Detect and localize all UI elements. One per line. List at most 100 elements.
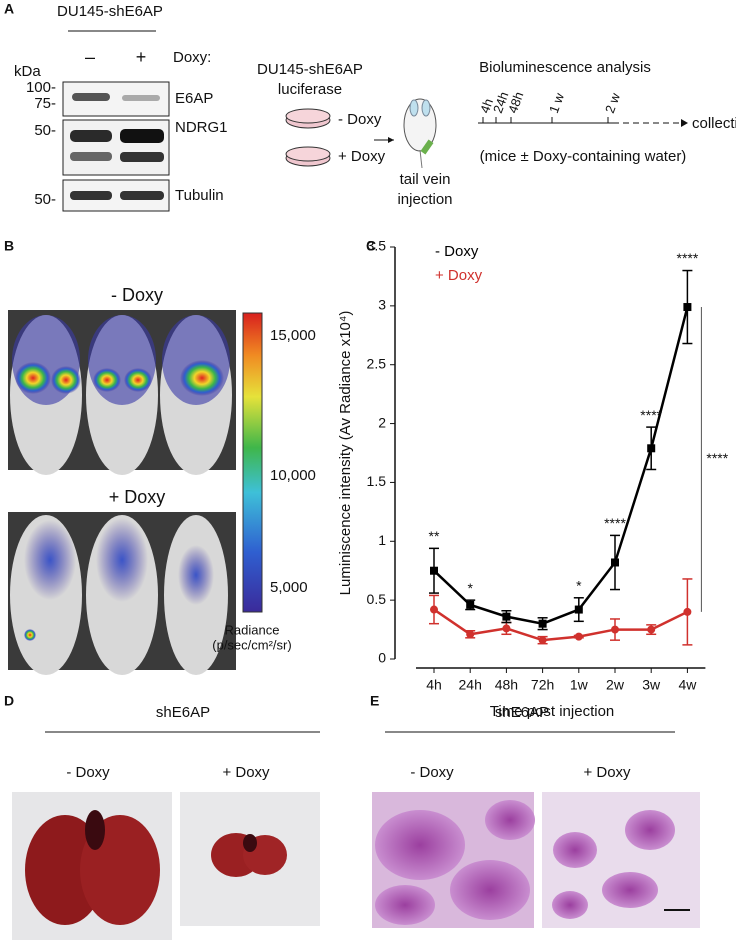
histology-image-part bbox=[625, 810, 675, 850]
data-point bbox=[430, 566, 438, 575]
culture-dish-part bbox=[285, 146, 331, 162]
blot-label: NDRG1 bbox=[175, 119, 228, 136]
blot-label: E6AP bbox=[175, 90, 213, 107]
bioluminescence-image bbox=[8, 310, 236, 475]
western-blot-part bbox=[72, 93, 110, 101]
significance-label: * bbox=[576, 577, 582, 593]
histology-image bbox=[542, 792, 700, 928]
western-blot-part bbox=[120, 191, 164, 200]
data-point bbox=[538, 636, 547, 645]
schematic-label: (mice ± Doxy-containing water) bbox=[480, 148, 687, 165]
lung-photo-part bbox=[25, 815, 105, 925]
y-axis-label: Luminiscence intensity (Av Radiance x10⁴… bbox=[337, 311, 354, 596]
x-tick-label: 4h bbox=[426, 677, 442, 693]
culture-dish-part bbox=[285, 108, 331, 124]
data-point bbox=[574, 632, 583, 641]
legend-label: + Doxy bbox=[435, 267, 483, 284]
data-point bbox=[611, 625, 619, 634]
cell-line: DU145-shE6AP bbox=[57, 3, 163, 20]
lane-label: + bbox=[136, 47, 147, 67]
timepoint-label: 4h bbox=[477, 96, 496, 115]
blot-label: Tubulin bbox=[175, 187, 224, 204]
y-tick-label: 3 bbox=[378, 297, 386, 313]
lung-photo-part bbox=[85, 810, 105, 850]
y-tick-label: 3.5 bbox=[367, 238, 387, 254]
mouse-icon-part bbox=[420, 139, 434, 155]
timepoint-label: 2 w bbox=[602, 90, 623, 115]
y-tick-label: 0 bbox=[378, 650, 386, 666]
data-point bbox=[647, 625, 656, 634]
series-line bbox=[433, 608, 688, 642]
schematic-label: DU145-shE6AP bbox=[257, 61, 363, 78]
bioluminescence-image-part bbox=[124, 368, 152, 392]
mouse-icon bbox=[374, 98, 437, 169]
western-blot-part bbox=[62, 119, 170, 176]
panel-label: C bbox=[366, 238, 376, 254]
western-blot-part bbox=[122, 95, 160, 101]
treatment-label: Doxy: bbox=[173, 49, 211, 66]
x-tick-label: 48h bbox=[495, 677, 518, 693]
marker-label: 50- bbox=[34, 191, 56, 208]
panel-title: shE6AP bbox=[495, 704, 549, 721]
timepoint-label: 48h bbox=[505, 90, 527, 116]
bioluminescence-image-part bbox=[180, 360, 224, 396]
data-point bbox=[466, 630, 475, 639]
colorbar-label: 10,000 bbox=[270, 467, 316, 484]
western-blot-part bbox=[120, 129, 164, 143]
marker-label: 100- bbox=[26, 79, 56, 96]
group-label: - Doxy bbox=[111, 285, 163, 305]
bioluminescence-image-part bbox=[88, 315, 156, 405]
x-tick-label: 3w bbox=[642, 677, 661, 693]
schematic-label: tail vein bbox=[400, 171, 451, 188]
histology-image-part bbox=[450, 860, 530, 920]
timepoint-label: 24h bbox=[490, 90, 512, 116]
y-tick-label: 1.5 bbox=[367, 473, 387, 489]
western-blot bbox=[62, 81, 170, 212]
panel-label: D bbox=[4, 693, 14, 709]
bioluminescence-image bbox=[8, 512, 236, 675]
data-point bbox=[574, 605, 583, 614]
group-label: + Doxy bbox=[338, 148, 386, 165]
significance-label: ** bbox=[429, 528, 440, 544]
mouse-icon-part bbox=[388, 137, 394, 143]
histology-image bbox=[372, 792, 535, 928]
timeline bbox=[478, 117, 688, 127]
colorbar-label: 5,000 bbox=[270, 579, 308, 596]
significance-label: **** bbox=[640, 407, 662, 423]
bracket-label: **** bbox=[706, 450, 728, 466]
histology-image-part bbox=[375, 810, 465, 880]
x-tick-label: 24h bbox=[459, 677, 482, 693]
western-blot-part bbox=[70, 130, 112, 142]
culture-dish bbox=[285, 108, 331, 167]
western-blot-part bbox=[70, 152, 112, 161]
y-tick-label: 2.5 bbox=[367, 355, 387, 371]
mouse-icon-part bbox=[409, 99, 419, 117]
bioluminescence-image-part bbox=[24, 629, 36, 641]
mouse-icon-part bbox=[421, 99, 431, 117]
schematic-label: luciferase bbox=[278, 81, 342, 98]
bioluminescence-image-part bbox=[93, 368, 121, 392]
bioluminescence-image-part bbox=[96, 518, 148, 602]
y-tick-label: 0.5 bbox=[367, 591, 387, 607]
data-point bbox=[502, 612, 511, 621]
group-label: + Doxy bbox=[109, 487, 166, 507]
marker-label: 50- bbox=[34, 122, 56, 139]
x-tick-label: 2w bbox=[606, 677, 625, 693]
data-point bbox=[683, 303, 692, 312]
series-line bbox=[433, 306, 689, 625]
x-tick-label: 72h bbox=[531, 677, 554, 693]
panel-label: B bbox=[4, 238, 14, 254]
data-point bbox=[647, 444, 656, 453]
histology-image-part bbox=[485, 800, 535, 840]
x-axis-label: Time post injection bbox=[490, 703, 615, 720]
significance-label: **** bbox=[677, 250, 699, 266]
data-point bbox=[502, 624, 511, 633]
group-label: - Doxy bbox=[338, 111, 382, 128]
colorbar-label: 15,000 bbox=[270, 327, 316, 344]
data-point bbox=[430, 605, 438, 614]
legend-label: - Doxy bbox=[435, 243, 479, 260]
timeline-part bbox=[681, 119, 688, 127]
y-tick-label: 2 bbox=[378, 414, 386, 430]
schematic-label: collection bbox=[692, 115, 736, 132]
